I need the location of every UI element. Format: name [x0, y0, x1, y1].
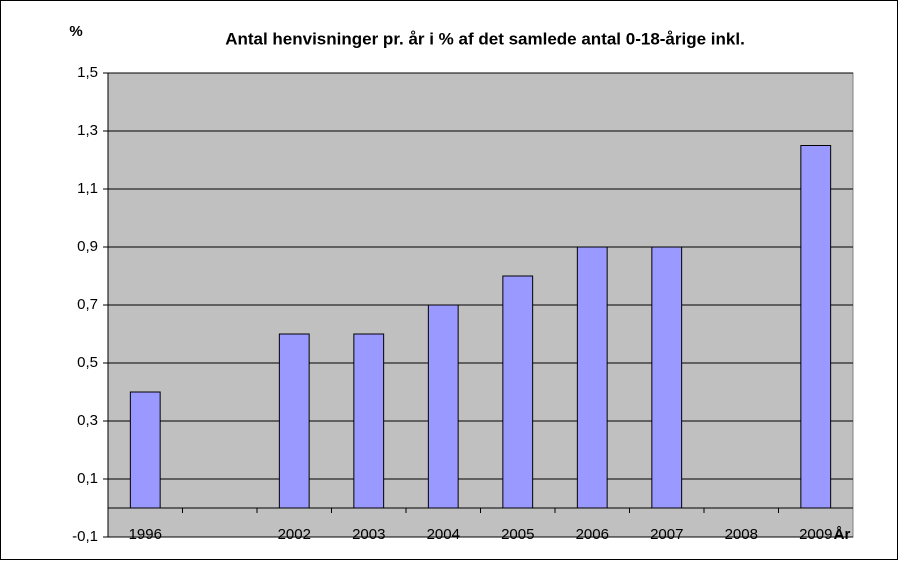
x-tick-label: 2008 [725, 526, 758, 543]
y-tick-label: 1,3 [77, 122, 98, 139]
y-tick-label: 1,1 [77, 180, 98, 197]
x-tick-label: 2009 [799, 526, 832, 543]
y-tick-label: 0,1 [77, 470, 98, 487]
y-tick-label: 1,5 [77, 64, 98, 81]
bar [427, 304, 459, 509]
y-tick-label: 0,7 [77, 296, 98, 313]
bar [278, 333, 310, 509]
x-tick-label: 2003 [352, 526, 385, 543]
bar [651, 246, 683, 509]
x-tick-label: 2007 [650, 526, 683, 543]
x-tick-label: 1996 [129, 526, 162, 543]
x-tick-label: 2002 [278, 526, 311, 543]
bar [576, 246, 608, 509]
x-axis-label: År [834, 526, 851, 543]
y-tick-label: 0,5 [77, 354, 98, 371]
y-tick-label: 0,9 [77, 238, 98, 255]
x-tick-label: 2004 [427, 526, 460, 543]
y-tick-label: -0,1 [72, 528, 98, 545]
y-axis-label: % [69, 23, 82, 40]
bar [129, 391, 161, 509]
bar [353, 333, 385, 509]
x-tick-label: 2005 [501, 526, 534, 543]
y-tick-label: 0,3 [77, 412, 98, 429]
x-tick-label: 2006 [576, 526, 609, 543]
bar [502, 275, 534, 509]
bar [800, 145, 832, 509]
chart-title: Antal henvisninger pr. år i % af det sam… [225, 29, 745, 48]
